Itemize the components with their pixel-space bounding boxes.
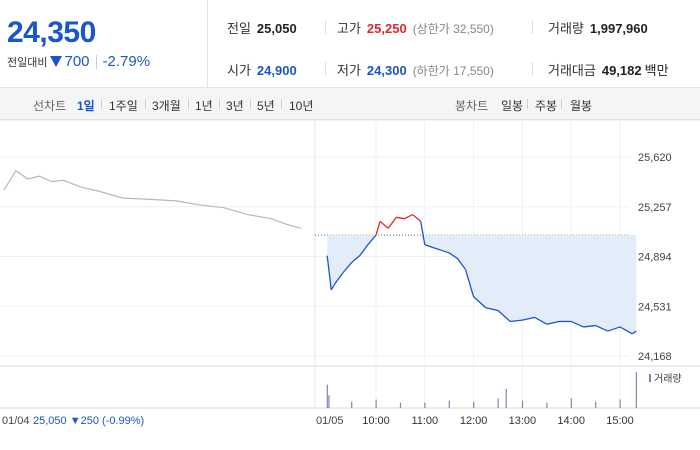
divider xyxy=(145,99,146,109)
line-chart-label: 선차트 xyxy=(33,97,66,114)
volume-bar xyxy=(351,402,352,408)
volume-bar xyxy=(620,400,621,408)
volume-legend-label: 거래량 xyxy=(654,373,682,385)
y-tick-label: 25,620 xyxy=(638,152,672,164)
y-tick-label: 24,531 xyxy=(638,301,672,313)
volume-bar xyxy=(327,385,328,408)
volume-bar xyxy=(571,398,572,408)
volume-bar xyxy=(376,400,377,408)
x-tick-label: 13:00 xyxy=(509,415,537,427)
stat-high: 고가 25,250 (상한가 32,550) xyxy=(337,18,494,37)
tab-3m[interactable]: 3개월 xyxy=(152,97,181,114)
x-tick-label: 15:00 xyxy=(606,415,634,427)
down-arrow-icon xyxy=(50,56,62,67)
prev-day-date-label: 01/04 xyxy=(2,415,30,427)
x-tick-label: 14:00 xyxy=(557,415,585,427)
intraday-price-segment xyxy=(421,221,425,244)
candle-chart-label: 봉차트 xyxy=(455,97,488,114)
volume-bar xyxy=(522,401,523,408)
y-tick-label: 24,894 xyxy=(638,252,672,264)
stat-low: 저가 24,300 (하한가 17,550) xyxy=(337,60,494,79)
divider xyxy=(281,99,282,109)
prev-day-summary-label: 25,050 ▼250 (-0.99%) xyxy=(33,415,144,427)
change-row: 전일대비 700 -2.79% xyxy=(7,53,150,70)
x-tick-label: 11:00 xyxy=(411,415,438,427)
today-date-label: 01/05 xyxy=(316,415,344,427)
x-tick-label: 10:00 xyxy=(362,415,390,427)
chart-period-tabs: 선차트 1일 1주일 3개월 1년 3년 5년 10년 봉차트 일봉 주봉 월봉 xyxy=(0,88,700,120)
volume-legend-swatch xyxy=(649,374,651,382)
volume-bar xyxy=(546,403,547,408)
divider xyxy=(532,62,533,76)
intraday-price-segment xyxy=(376,221,380,235)
change-percent: -2.79% xyxy=(103,53,151,70)
x-tick-label: 12:00 xyxy=(460,415,488,427)
tab-daily-candle[interactable]: 일봉 xyxy=(501,97,523,114)
volume-bar xyxy=(424,403,425,408)
divider xyxy=(527,99,528,109)
stat-volume: 거래량 1,997,960 xyxy=(548,18,648,37)
tab-10y[interactable]: 10년 xyxy=(289,97,313,114)
intraday-price-segment xyxy=(388,217,396,228)
volume-bar xyxy=(400,403,401,408)
divider xyxy=(101,99,102,109)
divider xyxy=(532,20,533,34)
stat-prev-close: 전일 25,050 xyxy=(227,18,297,37)
price-box: 24,350 전일대비 700 -2.79% xyxy=(0,0,208,88)
stat-trade-amount: 거래대금 49,182 백만 xyxy=(548,60,669,79)
volume-bar xyxy=(473,402,474,408)
volume-bar xyxy=(636,372,637,408)
quote-header: 24,350 전일대비 700 -2.79% 전일 25,050 고가 25,250… xyxy=(0,0,700,88)
volume-bar xyxy=(328,395,329,408)
divider xyxy=(325,20,326,34)
volume-bar xyxy=(595,402,596,408)
tab-weekly-candle[interactable]: 주봉 xyxy=(535,97,557,114)
volume-bar xyxy=(506,389,507,408)
tab-monthly-candle[interactable]: 월봉 xyxy=(570,97,592,114)
change-amount: 700 xyxy=(64,53,89,70)
tab-1w[interactable]: 1주일 xyxy=(109,97,138,114)
divider xyxy=(188,99,189,109)
volume-bar xyxy=(449,401,450,408)
current-price: 24,350 xyxy=(7,16,96,50)
volume-bar xyxy=(498,398,499,408)
change-label: 전일대비 xyxy=(7,54,47,70)
stat-open: 시가 24,900 xyxy=(227,60,297,79)
y-tick-label: 25,257 xyxy=(638,202,672,214)
intraday-price-segment xyxy=(396,217,404,218)
below-close-fill xyxy=(327,235,636,334)
divider xyxy=(561,99,562,109)
divider xyxy=(219,99,220,109)
tab-3y[interactable]: 3년 xyxy=(226,97,244,114)
price-chart: 25,620 25,257 24,894 24,531 24,168 거래량 01/04 25… xyxy=(0,120,700,450)
tab-1y[interactable]: 1년 xyxy=(195,97,213,114)
tab-5y[interactable]: 5년 xyxy=(257,97,275,114)
divider xyxy=(325,62,326,76)
y-tick-label: 24,168 xyxy=(638,351,672,363)
tab-1d[interactable]: 1일 xyxy=(77,97,95,114)
divider xyxy=(96,55,97,69)
prev-day-price-line xyxy=(4,171,301,229)
divider xyxy=(250,99,251,109)
intraday-price-segment xyxy=(404,215,412,219)
intraday-price-segment xyxy=(413,215,421,222)
intraday-price-segment xyxy=(380,221,388,228)
